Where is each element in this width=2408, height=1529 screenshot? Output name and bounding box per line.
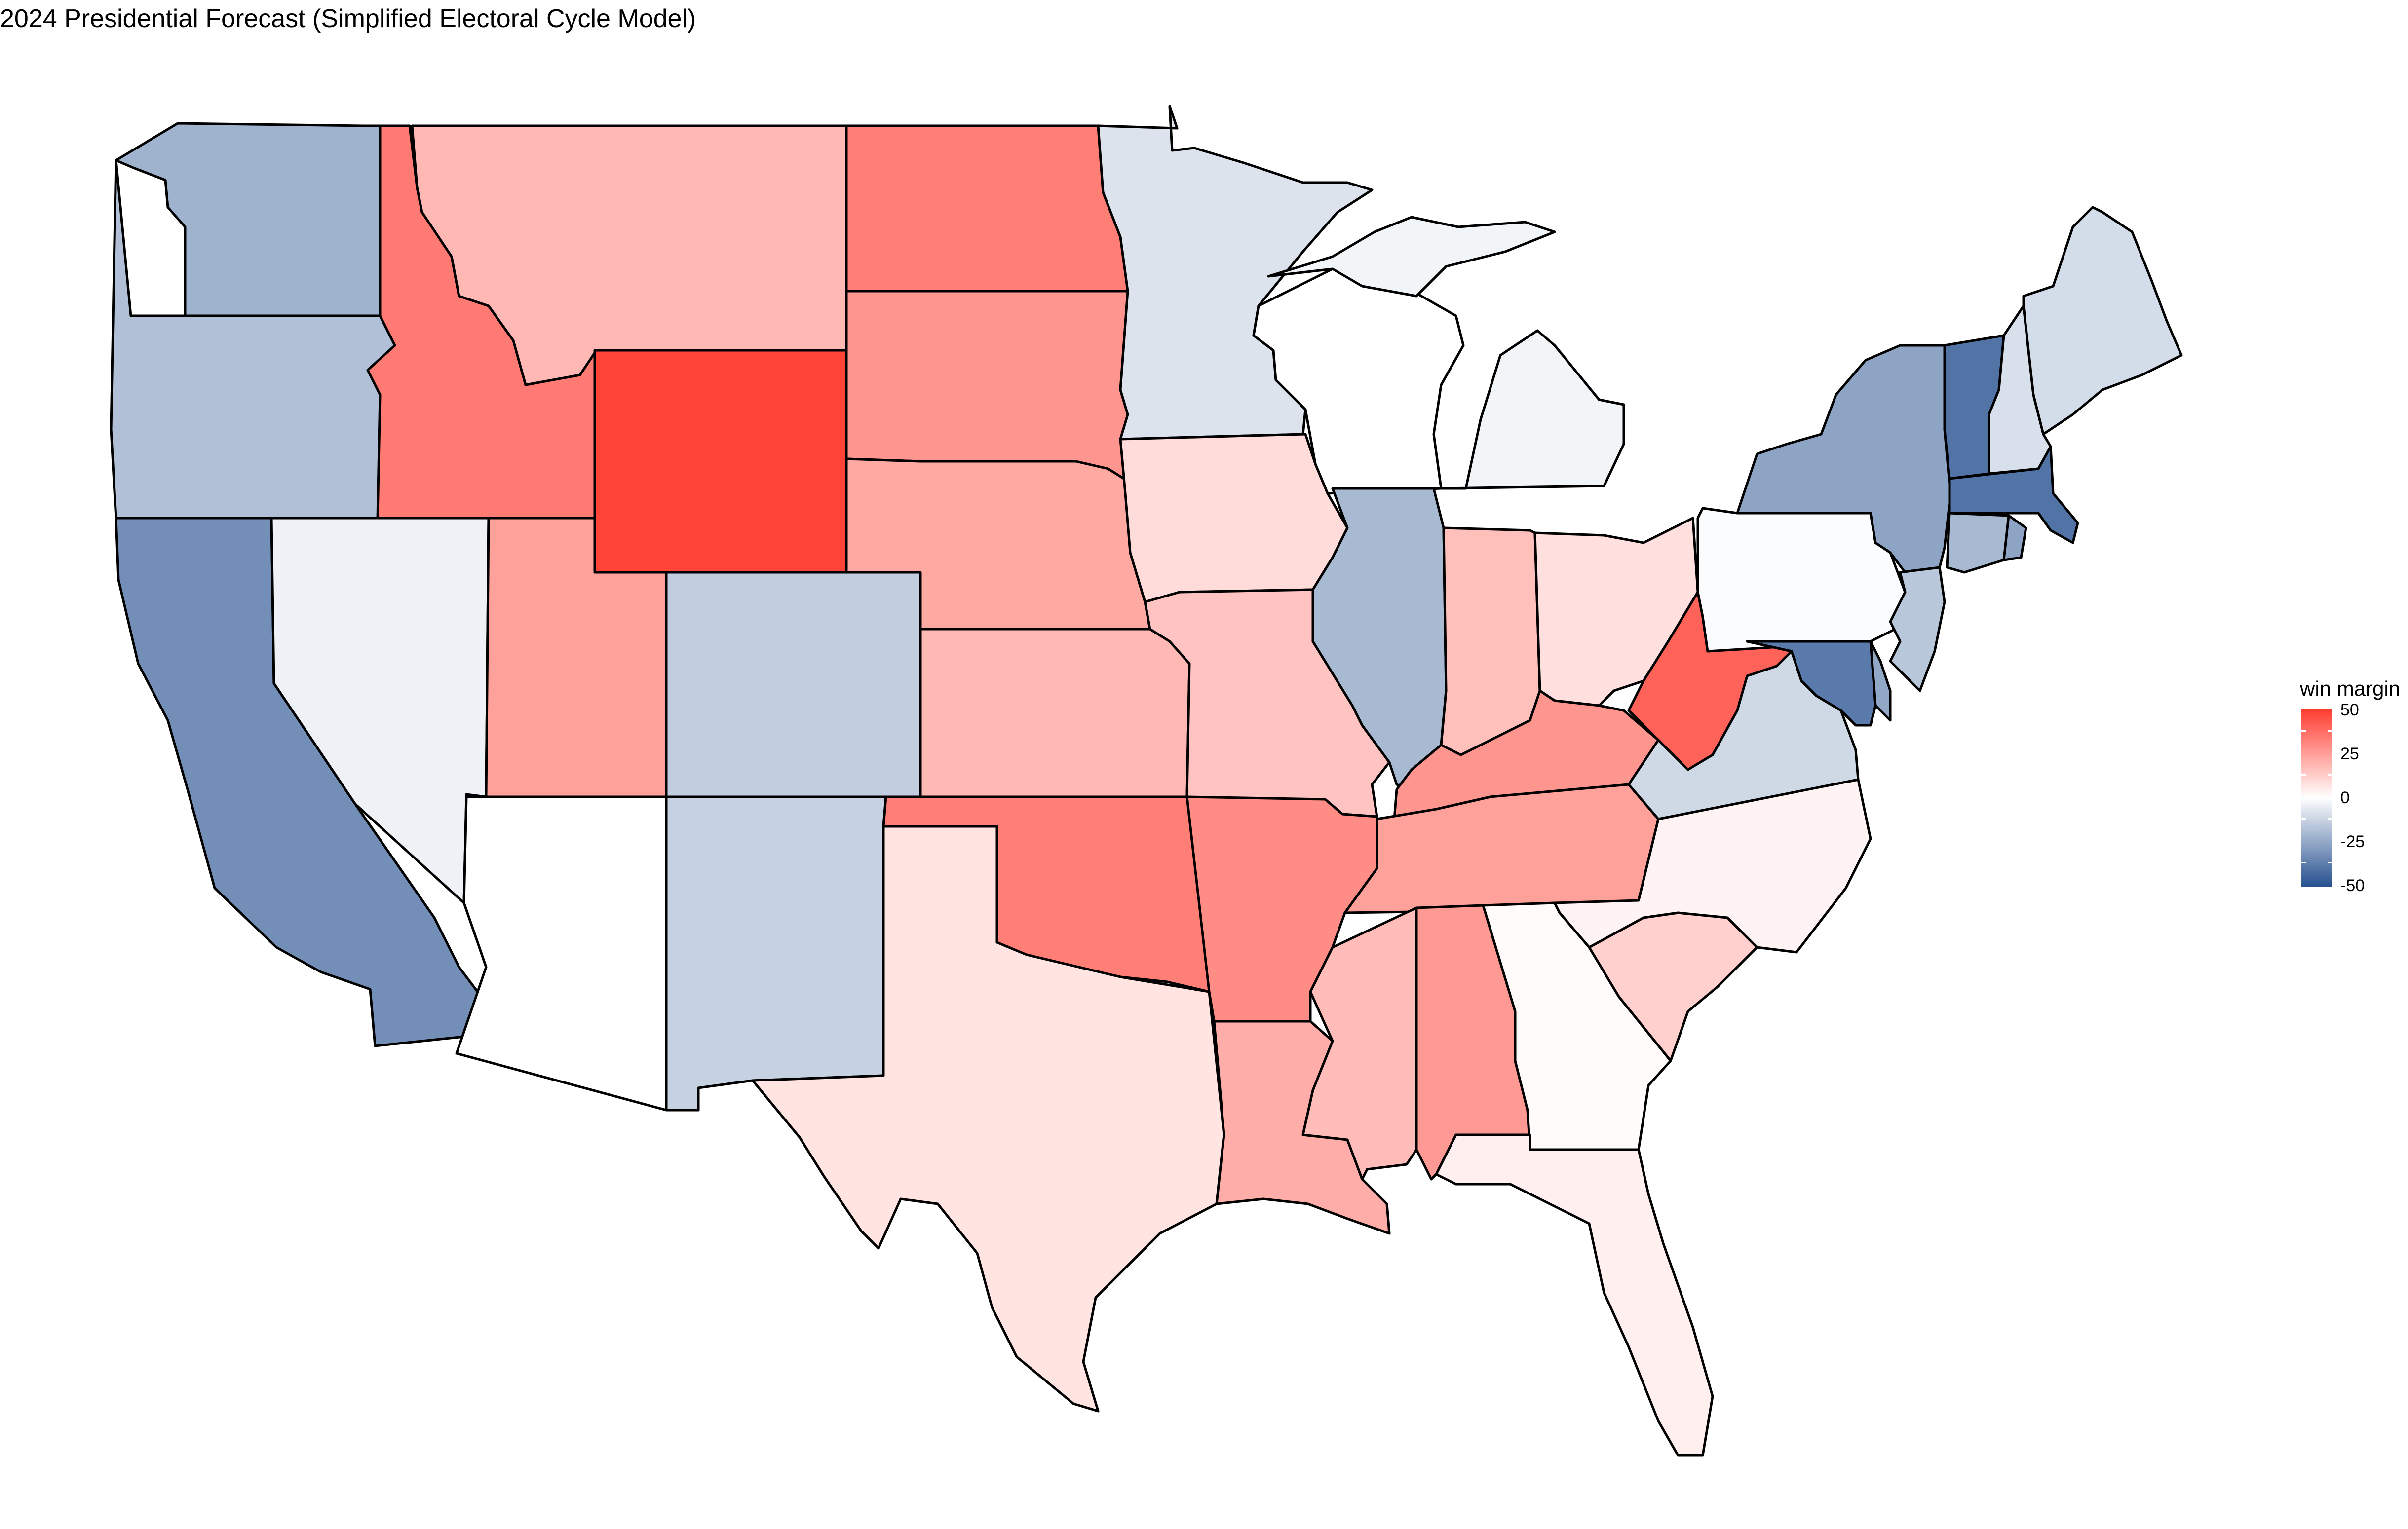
state-fl [1435, 1133, 1714, 1457]
state-ri [2002, 514, 2027, 561]
state-wi [1252, 260, 1465, 495]
state-nc [1553, 778, 1872, 954]
legend-label-25: 25 [2340, 745, 2359, 763]
state-ma [1948, 445, 2079, 544]
state-ks [919, 628, 1191, 798]
state-tx [751, 825, 1225, 1413]
state-md [1746, 640, 1877, 727]
legend-label-neg50: -50 [2340, 876, 2365, 895]
legend-title: win margin [2300, 677, 2401, 700]
state-mi-upper [1267, 216, 1556, 298]
state-ct [1946, 512, 2010, 574]
state-nj [1889, 566, 1946, 692]
legend-label-50: 50 [2340, 701, 2359, 719]
state-mi [1440, 329, 1625, 490]
legend-label-0: 0 [2340, 788, 2350, 807]
legend-label-neg25: -25 [2340, 832, 2365, 851]
state-sd [845, 290, 1129, 483]
state-nd [845, 124, 1129, 293]
state-az [455, 795, 700, 1112]
state-in [1440, 526, 1541, 756]
state-ar [1185, 795, 1378, 1023]
state-wy [593, 349, 848, 574]
state-nm [665, 795, 887, 1112]
state-wa [115, 122, 382, 317]
state-co [665, 571, 922, 798]
chart-title: 2024 Presidential Forecast (Simplified E… [0, 4, 696, 33]
state-mo [1144, 588, 1391, 818]
legend-color-bar [2301, 709, 2332, 887]
state-me [2022, 206, 2183, 436]
state-tn [1343, 783, 1660, 914]
